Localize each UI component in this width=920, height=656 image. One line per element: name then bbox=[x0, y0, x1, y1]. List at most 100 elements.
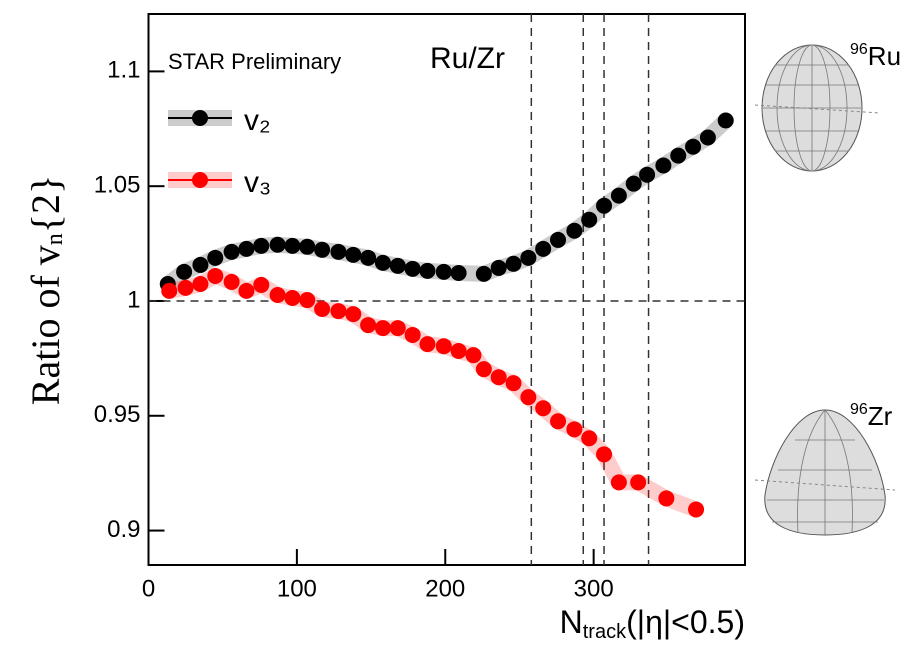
legend-marker bbox=[192, 172, 208, 188]
legend-label: v₃ bbox=[244, 166, 271, 199]
data-point bbox=[639, 166, 656, 183]
data-point bbox=[520, 389, 537, 406]
zr-nucleus bbox=[754, 409, 896, 536]
data-point bbox=[658, 490, 675, 507]
data-point bbox=[717, 112, 734, 129]
data-point bbox=[596, 197, 613, 214]
data-point bbox=[630, 474, 647, 491]
data-point bbox=[450, 343, 467, 360]
data-point bbox=[374, 254, 391, 271]
data-point bbox=[435, 338, 452, 355]
y-label-rest: {2} bbox=[23, 175, 68, 233]
x-tick-label: 300 bbox=[574, 575, 614, 602]
data-point bbox=[670, 147, 687, 164]
x-axis-label: Ntrack(|η|<0.5) bbox=[560, 604, 745, 643]
y-tick-label: 1 bbox=[127, 286, 140, 313]
y-tick-label: 1.05 bbox=[94, 172, 141, 199]
data-point bbox=[345, 306, 362, 323]
data-point bbox=[192, 275, 209, 292]
ru-label: 96Ru bbox=[850, 41, 901, 71]
data-point bbox=[389, 257, 406, 274]
data-point bbox=[535, 240, 552, 257]
y-tick-label: 0.9 bbox=[107, 516, 140, 543]
y-label-sub: n bbox=[42, 233, 68, 245]
data-point bbox=[490, 369, 507, 386]
data-point bbox=[685, 138, 702, 155]
data-point bbox=[419, 336, 436, 353]
data-point bbox=[404, 260, 421, 277]
data-point bbox=[207, 249, 224, 266]
x-tick-label: 0 bbox=[142, 575, 155, 602]
data-point bbox=[450, 264, 467, 281]
y-tick-label: 1.1 bbox=[107, 57, 140, 84]
data-point bbox=[535, 400, 552, 417]
data-point bbox=[699, 129, 716, 146]
data-point bbox=[177, 279, 194, 296]
data-point bbox=[505, 255, 522, 272]
data-point bbox=[550, 413, 567, 430]
zr-label: 96Zr bbox=[850, 401, 893, 431]
data-point bbox=[176, 263, 193, 280]
data-point bbox=[419, 262, 436, 279]
data-point bbox=[284, 289, 301, 306]
ru-mass: 96 bbox=[850, 41, 868, 58]
x-tick-label: 200 bbox=[425, 575, 465, 602]
data-point bbox=[238, 282, 255, 299]
data-point bbox=[475, 265, 492, 282]
data-point bbox=[688, 501, 705, 518]
data-point bbox=[299, 292, 316, 309]
data-point bbox=[223, 273, 240, 290]
data-point bbox=[223, 243, 240, 260]
data-point bbox=[314, 241, 331, 258]
zr-mass: 96 bbox=[850, 401, 868, 418]
plot-frame bbox=[147, 13, 746, 566]
data-point bbox=[314, 301, 331, 318]
data-point bbox=[269, 287, 286, 304]
data-point bbox=[625, 175, 642, 192]
legend-label: v₂ bbox=[244, 104, 271, 137]
data-point bbox=[566, 222, 583, 239]
uncertainty-band bbox=[159, 112, 734, 292]
data-point bbox=[374, 320, 391, 337]
data-point bbox=[505, 375, 522, 392]
data-point bbox=[330, 303, 347, 320]
data-point bbox=[520, 249, 537, 266]
data-point bbox=[299, 238, 316, 255]
data-point bbox=[284, 237, 301, 254]
zr-element: Zr bbox=[868, 401, 893, 431]
annotation: STAR Preliminary bbox=[168, 49, 341, 74]
data-point bbox=[610, 187, 627, 204]
x-tick-label: 100 bbox=[277, 575, 317, 602]
data-point bbox=[465, 347, 482, 364]
data-point bbox=[238, 240, 255, 257]
data-point bbox=[655, 157, 672, 174]
data-point bbox=[269, 236, 286, 253]
data-point bbox=[610, 474, 627, 491]
uncertainty-band bbox=[161, 267, 705, 518]
data-point bbox=[404, 326, 421, 343]
data-point bbox=[330, 243, 347, 260]
data-point bbox=[550, 231, 567, 248]
data-point bbox=[345, 246, 362, 263]
data-point bbox=[435, 263, 452, 280]
data-point bbox=[360, 317, 377, 334]
data-point bbox=[581, 211, 598, 228]
x-label-main: N bbox=[560, 604, 583, 640]
data-point bbox=[475, 361, 492, 378]
data-point bbox=[360, 249, 377, 266]
system-label: Ru/Zr bbox=[430, 42, 505, 75]
ru-element: Ru bbox=[868, 41, 901, 71]
x-label-rest: (|η|<0.5) bbox=[626, 604, 745, 640]
data-point bbox=[490, 259, 507, 276]
y-axis-label: Ratio of vn{2} bbox=[23, 175, 68, 405]
y-tick-label: 0.95 bbox=[94, 401, 141, 428]
data-point bbox=[596, 446, 613, 463]
legend-marker bbox=[192, 110, 208, 126]
data-point bbox=[253, 237, 270, 254]
y-label-main: Ratio of v bbox=[23, 245, 68, 405]
data-point bbox=[389, 320, 406, 337]
data-point bbox=[253, 276, 270, 293]
data-point bbox=[566, 421, 583, 438]
x-label-sub: track bbox=[583, 621, 627, 643]
